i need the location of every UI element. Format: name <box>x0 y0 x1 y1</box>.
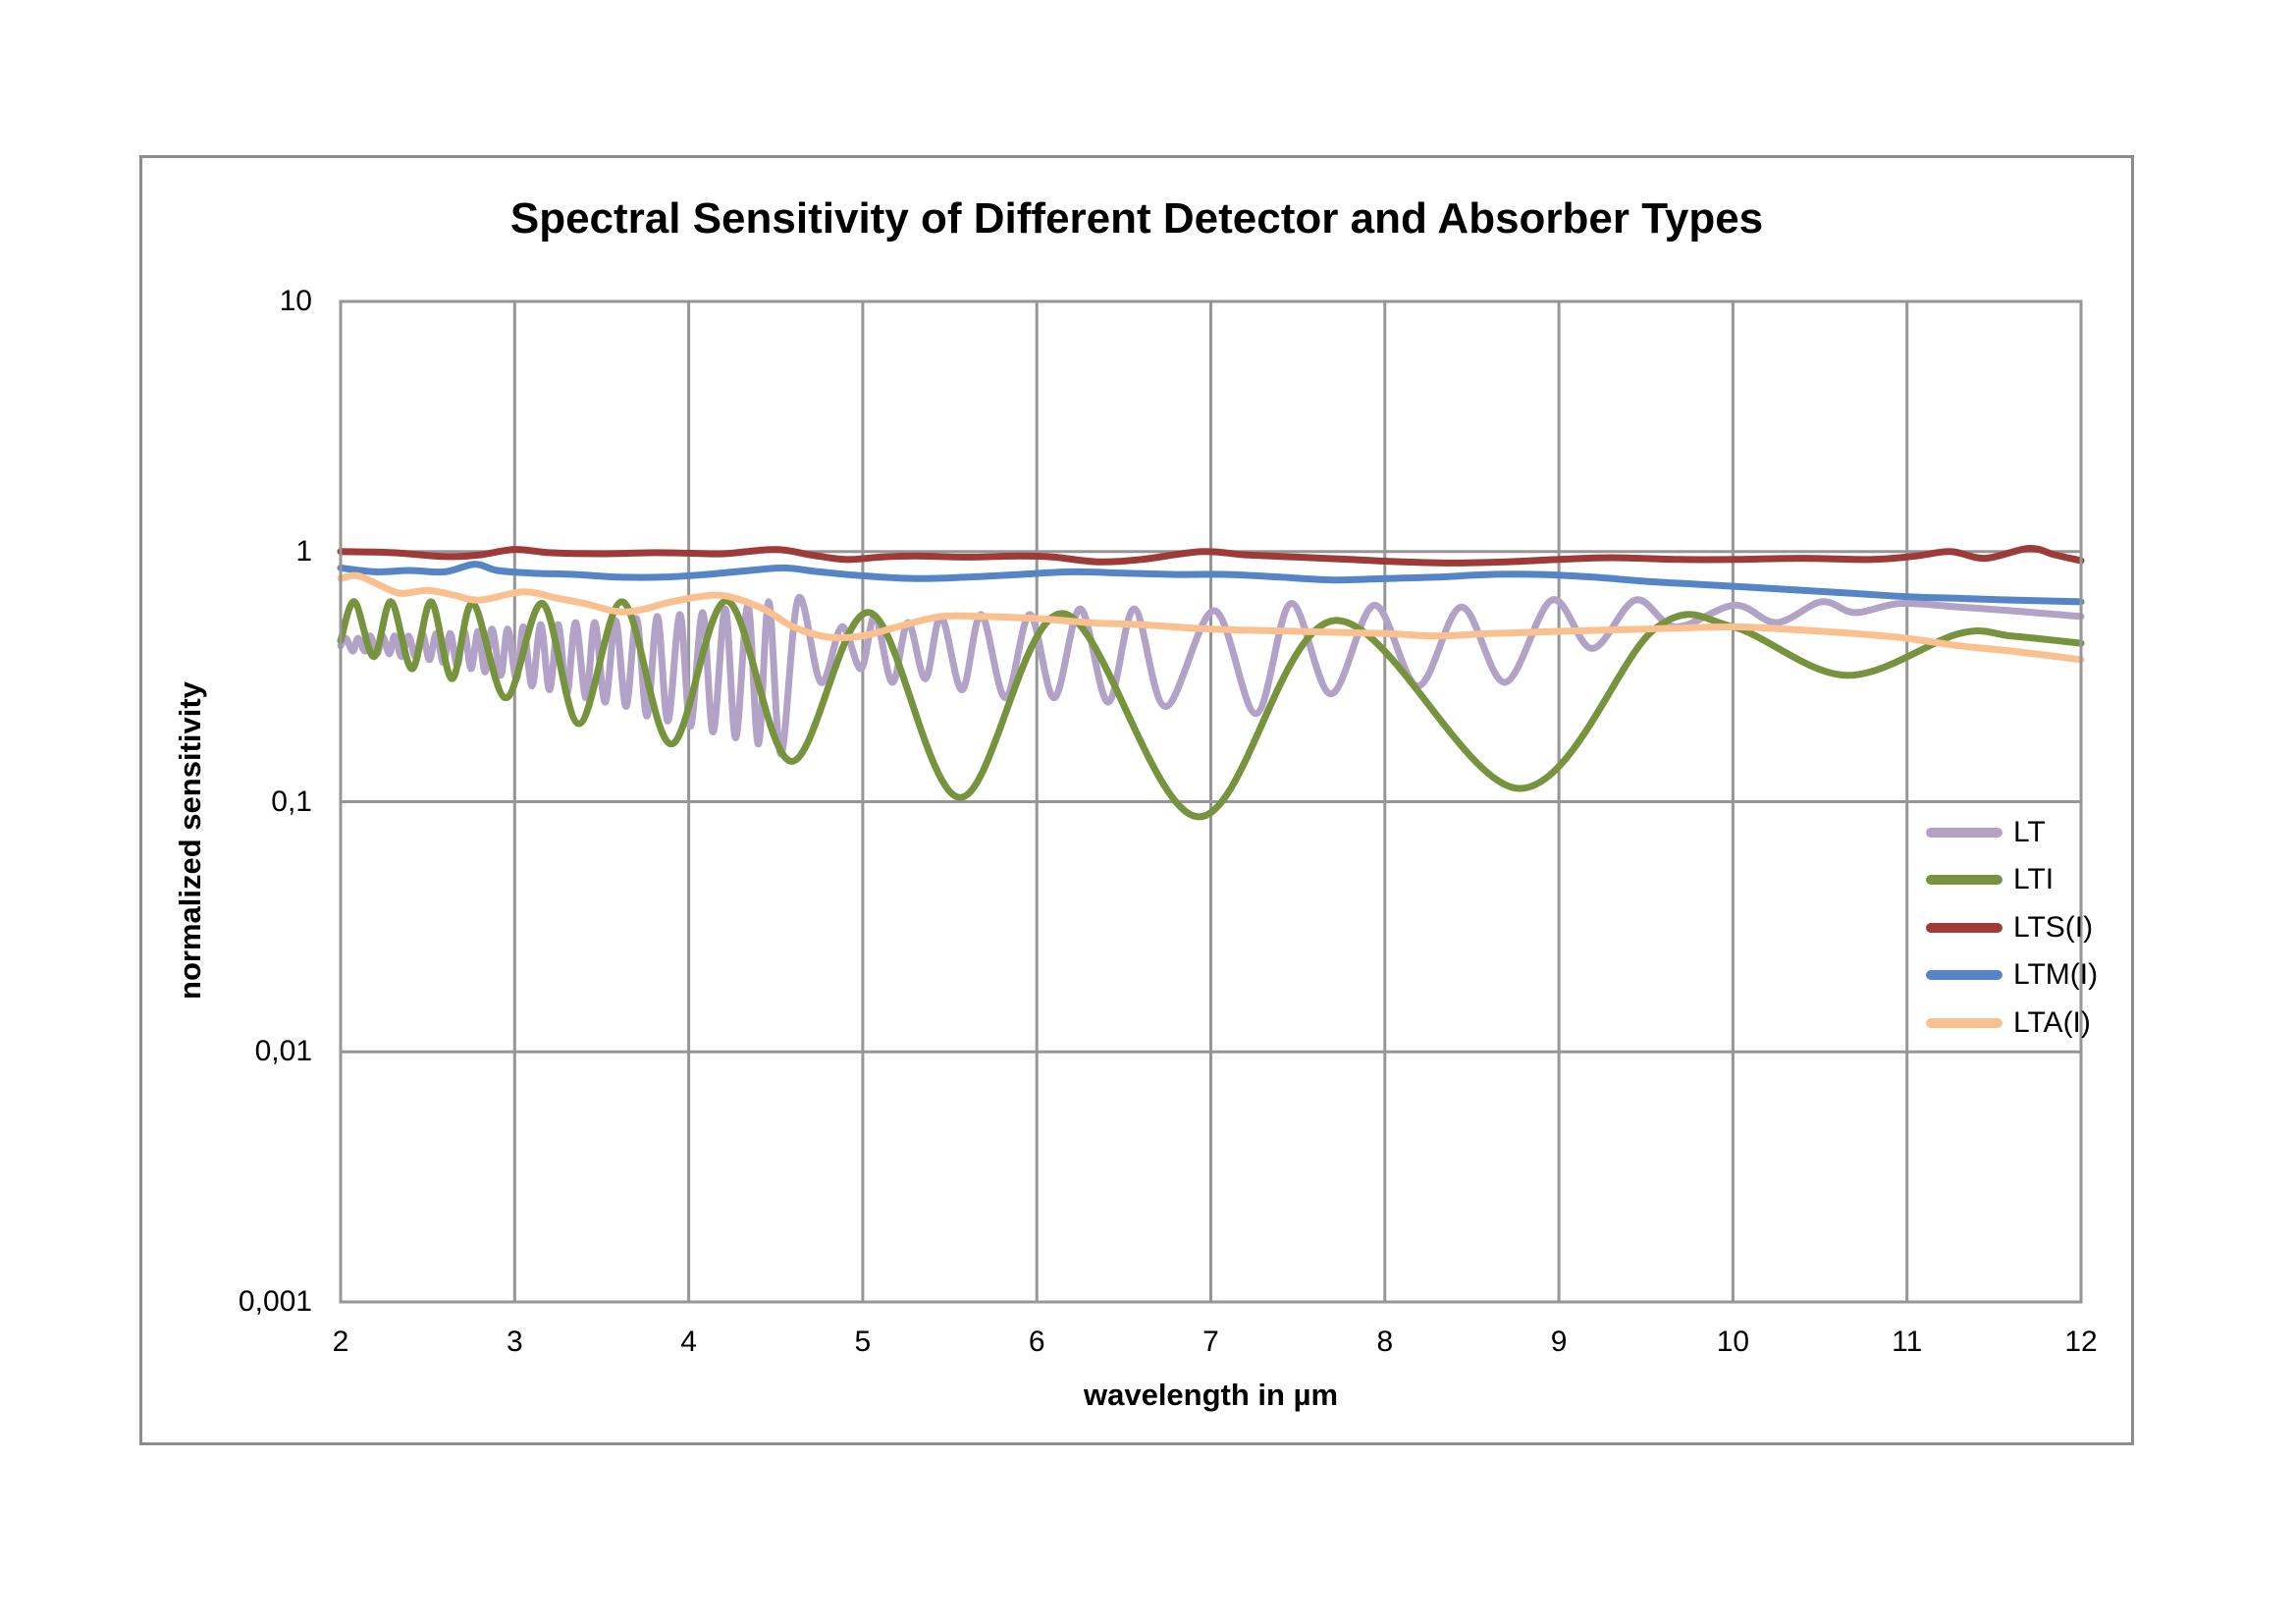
legend-label: LT <box>2013 816 2046 848</box>
legend-item-LTM(I): LTM(I) <box>1926 957 2098 993</box>
x-axis-tick-label: 2 <box>332 1326 349 1358</box>
x-axis-tick-label: 11 <box>1892 1326 1923 1358</box>
legend-swatch-LTI <box>1926 875 2002 886</box>
x-axis-tick-label: 9 <box>1550 1326 1568 1358</box>
legend-item-LTS(I): LTS(I) <box>1926 910 2093 946</box>
y-axis-tick-label: 10 <box>279 285 312 317</box>
legend-item-LTI: LTI <box>1926 862 2054 897</box>
x-axis-tick-label: 8 <box>1376 1326 1394 1358</box>
x-axis-tick-label: 3 <box>506 1326 523 1358</box>
series-line-LTI <box>337 597 2085 821</box>
legend-label: LTM(I) <box>2013 958 2099 992</box>
x-axis-title: wavelength in µm <box>1083 1378 1339 1412</box>
y-axis-tick-label: 0,01 <box>254 1035 312 1068</box>
legend-item-LTA(I): LTA(I) <box>1926 1005 2091 1041</box>
series-line-LTS(I) <box>337 544 2085 567</box>
series-lines <box>337 544 2085 821</box>
x-axis-tick-label: 6 <box>1028 1326 1045 1358</box>
y-axis-tick-label: 0,001 <box>238 1285 312 1318</box>
legend-swatch-LTS(I) <box>1926 922 2002 933</box>
series-line-LTA(I) <box>337 571 2085 664</box>
y-axis-tick-label: 0,1 <box>271 785 312 818</box>
legend-swatch-LTM(I) <box>1926 970 2002 981</box>
y-axis-title: normalized sensitivity <box>173 681 207 1000</box>
x-axis-tick-label: 10 <box>1716 1326 1750 1358</box>
legend-item-LT: LT <box>1926 815 2046 850</box>
legend-swatch-LTA(I) <box>1926 1017 2002 1028</box>
series-line-LTM(I) <box>337 561 2085 606</box>
gridlines <box>339 299 2083 1304</box>
plot-border <box>339 299 2083 1304</box>
x-axis-tick-label: 12 <box>2064 1326 2098 1358</box>
legend-label: LTS(I) <box>2013 910 2094 944</box>
series-line-LT <box>337 594 2085 758</box>
legend-swatch-LT <box>1926 828 2002 838</box>
legend-label: LTI <box>2013 863 2055 896</box>
y-axis-tick-label: 1 <box>295 534 312 568</box>
x-axis-tick-label: 5 <box>854 1326 872 1358</box>
x-axis-tick-label: 4 <box>680 1326 697 1358</box>
chart-title: Spectral Sensitivity of Different Detect… <box>509 194 1764 243</box>
x-axis-tick-label: 7 <box>1202 1326 1219 1358</box>
legend-label: LTA(I) <box>2013 1005 2091 1039</box>
